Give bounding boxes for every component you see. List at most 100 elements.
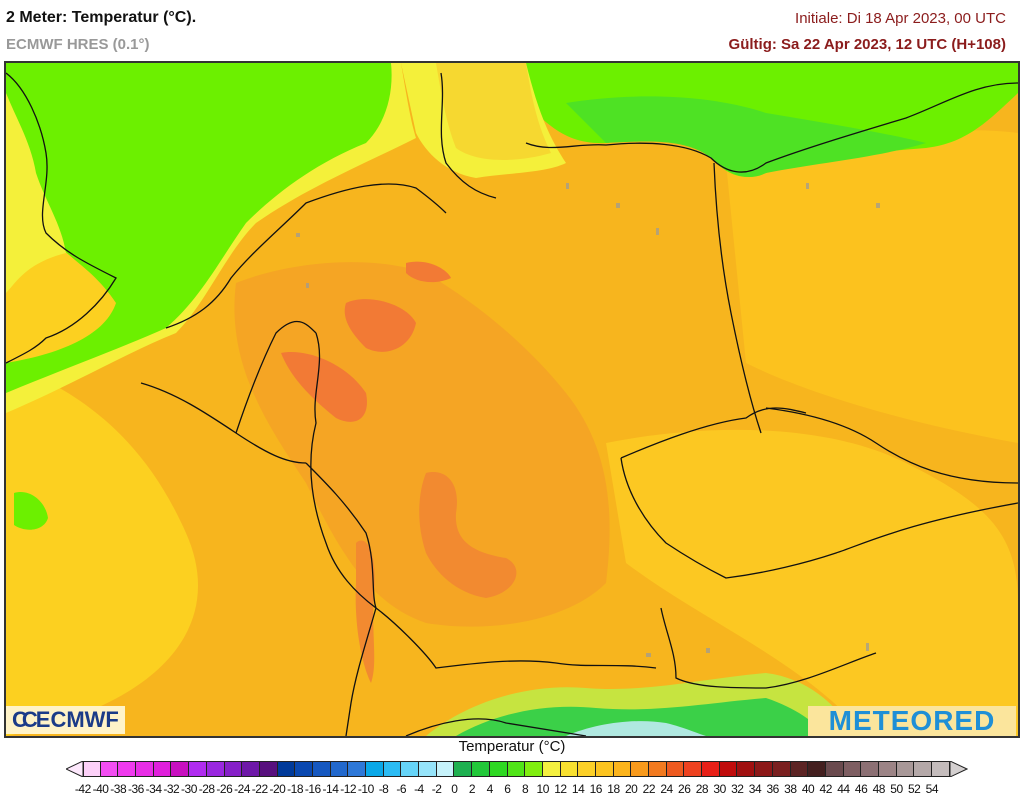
colorbar-swatch — [578, 761, 596, 777]
colorbar-tick-label: 22 — [642, 782, 656, 796]
colorbar-tick-label: -6 — [396, 782, 407, 796]
colorbar-swatch — [719, 761, 738, 777]
colorbar-title: Temperatur (°C) — [458, 738, 566, 755]
colorbar-tick-label: 38 — [784, 782, 797, 796]
colorbar-tick-label: 40 — [801, 782, 815, 796]
temperature-map[interactable] — [4, 61, 1020, 738]
colorbar-tick-label: -26 — [216, 782, 233, 796]
colorbar-swatch — [649, 761, 667, 777]
colorbar-tick-label: 10 — [536, 782, 550, 796]
colorbar-swatch — [896, 761, 915, 777]
colorbar-tick-label: 28 — [695, 782, 709, 796]
colorbar-swatch — [277, 761, 296, 777]
colorbar-swatch — [224, 761, 243, 777]
ecmwf-logo-text: ECMWF — [35, 707, 119, 732]
colorbar-tick-label: -18 — [287, 782, 304, 796]
colorbar-tick-label: 12 — [554, 782, 567, 796]
colorbar-swatch — [383, 761, 402, 777]
colorbar-swatch — [330, 761, 349, 777]
colorbar-swatch — [790, 761, 809, 777]
colorbar-swatch — [118, 761, 137, 777]
colorbar-tick-label: -4 — [414, 782, 424, 796]
colorbar-swatch — [312, 761, 331, 777]
colorbar-swatch — [684, 761, 703, 777]
colorbar-swatch — [489, 761, 508, 777]
colorbar-tick-label: -42 — [74, 782, 91, 796]
colorbar-swatch — [542, 761, 561, 777]
colorbar-swatch — [666, 761, 685, 777]
colorbar-tick-label: -28 — [198, 782, 215, 796]
colorbar-tick-label: 48 — [872, 782, 886, 796]
colorbar-tick-label: -40 — [92, 782, 109, 796]
colorbar-tick-label: -14 — [322, 782, 339, 796]
colorbar-tick-label: 42 — [819, 782, 833, 796]
colorbar-tick-label: 0 — [451, 782, 458, 796]
colorbar-tick-label: -16 — [304, 782, 321, 796]
colorbar-swatch — [348, 761, 366, 777]
colorbar-tick-label: -30 — [181, 782, 197, 796]
colorbar-swatch — [560, 761, 579, 777]
colorbar-swatch — [772, 761, 791, 777]
temperature-field — [6, 63, 1018, 736]
colorbar-tick-label: 20 — [624, 782, 638, 796]
colorbar-tick-label: 6 — [504, 782, 511, 796]
colorbar-swatch — [878, 761, 897, 777]
colorbar-swatch — [755, 761, 773, 777]
colorbar-tick-label: 36 — [766, 782, 779, 796]
colorbar-tick-label: -12 — [340, 782, 357, 796]
colorbar-tick-label: 2 — [468, 782, 476, 796]
colorbar-tick-label: 8 — [521, 782, 529, 796]
colorbar-swatch — [507, 761, 526, 777]
map-title: 2 Meter: Temperatur (°C). — [6, 9, 197, 26]
colorbar-swatch — [702, 761, 720, 777]
colorbar-swatch — [153, 761, 172, 777]
colorbar-tick-label: 32 — [731, 782, 744, 796]
colorbar-tick-label: 50 — [890, 782, 903, 796]
colorbar-tick-label: -34 — [145, 782, 162, 796]
colorbar-tick-label: 44 — [837, 782, 850, 796]
colorbar-tick-label: -24 — [234, 782, 250, 796]
colorbar-swatch — [472, 761, 490, 777]
colorbar-labels: -42 -40 -38 -36 -34 -32 -30 -28 -26 -24 -22 -20 -18-… — [74, 782, 941, 796]
colorbar-swatch — [136, 761, 154, 777]
colorbar-swatch — [737, 761, 756, 777]
colorbar-swatch — [932, 761, 950, 777]
colorbar-tick-label: 30 — [713, 782, 726, 796]
colorbar-swatch — [825, 761, 844, 777]
colorbar-tick-label: 16 — [589, 782, 603, 796]
colorbar-tick-label: -32 — [163, 782, 180, 796]
colorbar-swatch — [843, 761, 862, 777]
colorbar-swatch — [861, 761, 879, 777]
colorbar-swatch — [401, 761, 420, 777]
colorbar — [83, 761, 950, 777]
colorbar-swatch — [171, 761, 190, 777]
meteored-logo: METEORED — [808, 706, 1016, 736]
ecmwf-mark-icon: CC — [12, 707, 38, 732]
colorbar-tick-label: -10 — [357, 782, 374, 796]
colorbar-swatch — [419, 761, 437, 777]
colorbar-swatch — [295, 761, 313, 777]
colorbar-swatch — [206, 761, 225, 777]
colorbar-right-arrow-icon — [950, 761, 968, 777]
colorbar-swatch — [914, 761, 932, 777]
colorbar-swatch — [436, 761, 455, 777]
colorbar-tick-label: -2 — [431, 782, 442, 796]
colorbar-tick-label: 34 — [748, 782, 762, 796]
colorbar-tick-label: 54 — [925, 782, 939, 796]
colorbar-swatch — [454, 761, 473, 777]
colorbar-swatch — [808, 761, 826, 777]
colorbar-swatch — [189, 761, 207, 777]
colorbar-tick-label: 18 — [607, 782, 620, 796]
colorbar-swatch — [613, 761, 632, 777]
colorbar-tick-label: -38 — [110, 782, 127, 796]
colorbar-tick-label: -36 — [127, 782, 144, 796]
colorbar-swatch — [631, 761, 649, 777]
colorbar-tick-label: -20 — [269, 782, 286, 796]
colorbar-swatch — [525, 761, 543, 777]
colorbar-tick-label: -8 — [378, 782, 389, 796]
colorbar-tick-label: 46 — [854, 782, 868, 796]
colorbar-tick-label: 26 — [678, 782, 691, 796]
colorbar-swatch — [259, 761, 278, 777]
colorbar-tick-label: 14 — [571, 782, 585, 796]
colorbar-tick-label: 52 — [907, 782, 921, 796]
